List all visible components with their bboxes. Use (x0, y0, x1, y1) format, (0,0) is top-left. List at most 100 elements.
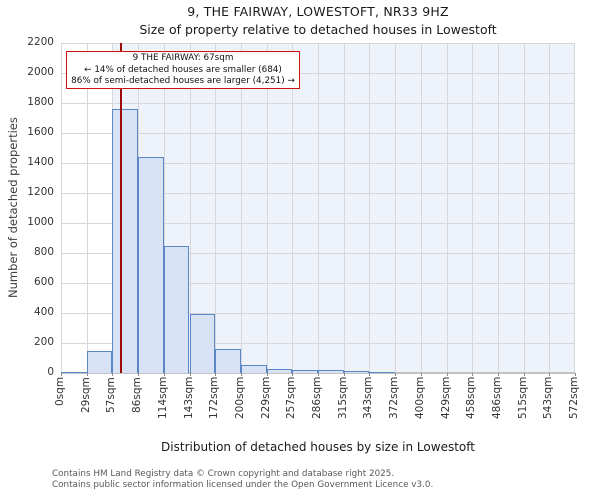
x-tick-label: 343sqm (362, 377, 375, 420)
x-tick-label: 315sqm (336, 377, 349, 420)
x-tick-label: 515sqm (516, 377, 529, 420)
x-tick-mark (523, 373, 525, 376)
y-tick-label: 1000 (27, 216, 54, 228)
x-tick-label: 429sqm (439, 377, 452, 420)
attribution-footer: Contains HM Land Registry data © Crown c… (52, 469, 433, 491)
histogram-bar (138, 157, 164, 373)
y-tick-label: 2200 (27, 36, 54, 48)
annotation-box: 9 THE FAIRWAY: 67sqm ← 14% of detached h… (66, 51, 300, 89)
gridline (189, 43, 191, 373)
x-tick-label: 229sqm (259, 377, 272, 420)
x-tick-mark (189, 373, 191, 376)
x-tick-mark (369, 373, 371, 376)
x-tick-mark (240, 373, 242, 376)
chart-subtitle: Size of property relative to detached ho… (139, 22, 497, 37)
x-tick-mark (163, 373, 165, 376)
x-tick-mark (343, 373, 345, 376)
histogram-bar (112, 109, 139, 373)
histogram-bar (61, 371, 87, 373)
property-size-marker-line (120, 43, 123, 373)
plot-area (61, 42, 575, 374)
annotation-line-1: 9 THE FAIRWAY: 67sqm (132, 53, 234, 63)
gridline (523, 43, 525, 373)
gridline (266, 43, 268, 373)
x-tick-label: 400sqm (413, 377, 426, 420)
footer-line-1: Contains HM Land Registry data © Crown c… (52, 469, 395, 479)
x-axis-label: Distribution of detached houses by size … (161, 440, 475, 454)
x-tick-label: 0sqm (54, 377, 66, 407)
x-tick-mark (549, 373, 551, 376)
gridline (240, 43, 242, 373)
y-tick-label: 400 (33, 306, 54, 318)
x-tick-mark (395, 373, 397, 376)
x-tick-mark (446, 373, 448, 376)
y-tick-label: 200 (33, 336, 54, 348)
x-tick-mark (266, 373, 268, 376)
annotation-line-3: 86% of semi-detached houses are larger (… (71, 76, 295, 87)
x-tick-mark (575, 373, 576, 376)
x-tick-label: 143sqm (182, 377, 195, 420)
y-tick-label: 800 (33, 246, 54, 258)
x-tick-mark (138, 373, 140, 376)
x-tick-label: 57sqm (105, 377, 118, 413)
x-tick-label: 458sqm (465, 377, 478, 420)
x-tick-label: 172sqm (208, 377, 221, 420)
gridline (163, 43, 165, 373)
gridline (343, 43, 345, 373)
histogram-bar (343, 371, 370, 373)
y-tick-label: 1800 (27, 96, 54, 108)
gridline (292, 43, 294, 373)
gridline (420, 43, 422, 373)
x-tick-label: 543sqm (542, 377, 555, 420)
x-tick-label: 572sqm (568, 377, 580, 420)
gridline (61, 43, 62, 373)
gridline (446, 43, 448, 373)
histogram-bar (318, 370, 344, 373)
x-tick-mark (215, 373, 217, 376)
annotation-line-2: ← 14% of detached houses are smaller (68… (84, 64, 282, 75)
x-tick-mark (61, 373, 62, 376)
gridline (574, 43, 575, 373)
histogram-bar (215, 349, 241, 373)
x-tick-mark (497, 373, 499, 376)
x-tick-mark (292, 373, 294, 376)
gridline (369, 43, 371, 373)
x-tick-mark (318, 373, 319, 376)
x-tick-label: 86sqm (131, 377, 144, 413)
gridline (395, 43, 397, 373)
x-tick-label: 257sqm (285, 377, 298, 420)
chart-title: 9, THE FAIRWAY, LOWESTOFT, NR33 9HZ (187, 4, 449, 19)
x-tick-label: 372sqm (388, 377, 401, 420)
x-tick-mark (112, 373, 114, 376)
histogram-bar (292, 370, 318, 373)
footer-line-2: Contains public sector information licen… (52, 480, 434, 490)
y-tick-label: 1200 (27, 186, 54, 198)
x-tick-label: 114sqm (156, 377, 169, 420)
y-tick-label: 1400 (27, 156, 54, 168)
x-tick-mark (420, 373, 422, 376)
gridline (472, 43, 474, 373)
histogram-bar (369, 371, 396, 373)
histogram-bar (189, 313, 216, 373)
gridline (318, 43, 319, 373)
gridline (86, 43, 88, 373)
histogram-bar (163, 245, 190, 373)
x-tick-label: 286sqm (311, 377, 323, 420)
histogram-bar (266, 368, 293, 373)
x-tick-mark (86, 373, 88, 376)
x-tick-label: 29sqm (79, 377, 92, 413)
y-axis-label: Number of detached properties (6, 117, 20, 299)
histogram-bar (240, 364, 267, 373)
gridline (497, 43, 499, 373)
x-tick-mark (472, 373, 474, 376)
x-tick-label: 486sqm (490, 377, 503, 420)
x-tick-label: 200sqm (233, 377, 246, 420)
y-tick-label: 0 (47, 366, 54, 378)
gridline (215, 43, 217, 373)
y-tick-label: 600 (33, 276, 54, 288)
y-tick-label: 2000 (27, 66, 54, 78)
gridline (549, 43, 551, 373)
histogram-bar (86, 350, 113, 373)
y-tick-label: 1600 (27, 126, 54, 138)
